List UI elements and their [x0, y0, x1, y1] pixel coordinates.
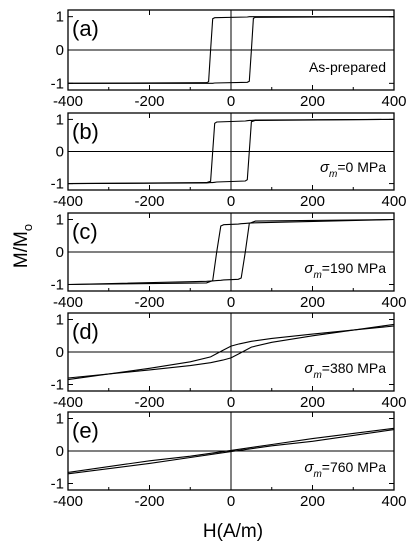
panels-group: -400 -200 0 200 400 -1 0 1 (a) As-prepared -400 -20…	[51, 9, 407, 510]
panel-b: -400 -200 0 200 400 -1 0 1 (b) σm=0 MPa	[51, 111, 407, 210]
panel-annotation: σm=0 MPa	[320, 159, 386, 180]
hysteresis-branch-1	[67, 118, 395, 185]
x-tick-label: -400	[53, 394, 83, 411]
y-tick-label: -1	[51, 377, 64, 394]
x-tick-label: 200	[300, 294, 325, 311]
stress-value: =380 MPa	[322, 360, 386, 376]
x-tick-label: -200	[134, 394, 164, 411]
panel-label: (d)	[72, 319, 99, 344]
panel-label: (e)	[72, 418, 99, 443]
x-tick-label: 200	[300, 93, 325, 110]
y-tick-label: 0	[56, 244, 64, 261]
x-tick-label: 0	[227, 93, 235, 110]
panel-label: (c)	[72, 219, 98, 244]
panel-annotation: σm=380 MPa	[304, 360, 386, 381]
x-tick-label: -400	[53, 294, 83, 311]
x-tick-label: 200	[300, 193, 325, 210]
stress-subscript: m	[313, 469, 321, 480]
x-tick-label: -400	[53, 493, 83, 510]
panel-label: (b)	[72, 119, 99, 144]
y-tick-label: 1	[56, 212, 64, 229]
x-tick-label: 0	[227, 193, 235, 210]
stress-symbol: σ	[320, 159, 330, 176]
x-tick-label: 400	[381, 493, 406, 510]
x-tick-label: -200	[134, 294, 164, 311]
hysteresis-branch-2	[67, 118, 395, 185]
y-tick-label: -1	[51, 476, 64, 493]
stress-symbol: σ	[304, 360, 314, 377]
hysteresis-branch-2	[68, 16, 395, 84]
y-tick-label: 0	[56, 42, 64, 59]
y-tick-label: -1	[51, 176, 64, 193]
x-tick-label: 400	[381, 394, 406, 411]
hysteresis-branch-1	[67, 16, 394, 84]
panel-d: -400 -200 0 200 400 -1 0 1 (d) σm=380 MPa	[51, 312, 407, 412]
stress-value: =760 MPa	[322, 459, 386, 475]
hysteresis-branch-2	[67, 323, 395, 379]
y-axis-label-sub: o	[20, 224, 35, 231]
x-tick-label: -200	[134, 493, 164, 510]
x-tick-label: 400	[381, 193, 406, 210]
panel-e: -400 -200 0 200 400 -1 0 1 (e) σm=760 MPa	[51, 411, 407, 511]
y-tick-label: 0	[56, 144, 64, 161]
y-tick-label: 1	[56, 111, 64, 128]
stress-symbol: σ	[304, 260, 314, 277]
stress-value: =190 MPa	[322, 260, 386, 276]
y-tick-label: 0	[56, 344, 64, 361]
y-tick-label: 1	[56, 9, 64, 26]
hysteresis-branch-1	[67, 429, 395, 475]
x-tick-label: -400	[53, 93, 83, 110]
stress-subscript: m	[313, 370, 321, 381]
stress-subscript: m	[329, 169, 337, 180]
panel-a: -400 -200 0 200 400 -1 0 1 (a) As-prepared	[51, 9, 407, 110]
x-tick-label: -200	[134, 193, 164, 210]
x-tick-label: -400	[53, 193, 83, 210]
stress-subscript: m	[313, 270, 321, 281]
hysteresis-branch-2	[67, 427, 395, 473]
y-axis-label-main: M/M	[11, 231, 32, 268]
panel-annotation: As-prepared	[309, 59, 386, 75]
y-tick-label: 1	[56, 312, 64, 329]
x-tick-label: 0	[227, 394, 235, 411]
y-tick-label: 1	[56, 411, 64, 428]
stress-value: =0 MPa	[337, 159, 386, 175]
panel-label: (a)	[72, 16, 99, 41]
y-axis-label: M/Mo	[11, 224, 35, 268]
panel-annotation: σm=190 MPa	[304, 260, 386, 281]
x-tick-label: 0	[227, 493, 235, 510]
y-tick-label: -1	[51, 75, 64, 92]
x-tick-label: 200	[300, 493, 325, 510]
stress-symbol: σ	[304, 459, 314, 476]
x-tick-label: -200	[134, 93, 164, 110]
x-tick-label: 200	[300, 394, 325, 411]
y-tick-label: -1	[51, 277, 64, 294]
x-tick-label: 400	[381, 294, 406, 311]
hysteresis-branch-2	[67, 218, 395, 286]
y-tick-label: 0	[56, 443, 64, 460]
panel-annotation: σm=760 MPa	[304, 459, 386, 480]
x-axis-label: H(A/m)	[203, 521, 263, 542]
hysteresis-branch-1	[67, 325, 395, 381]
x-tick-label: 0	[227, 294, 235, 311]
panel-c: -400 -200 0 200 400 -1 0 1 (c) σm=190 MPa	[51, 212, 407, 312]
x-tick-label: 400	[381, 93, 406, 110]
